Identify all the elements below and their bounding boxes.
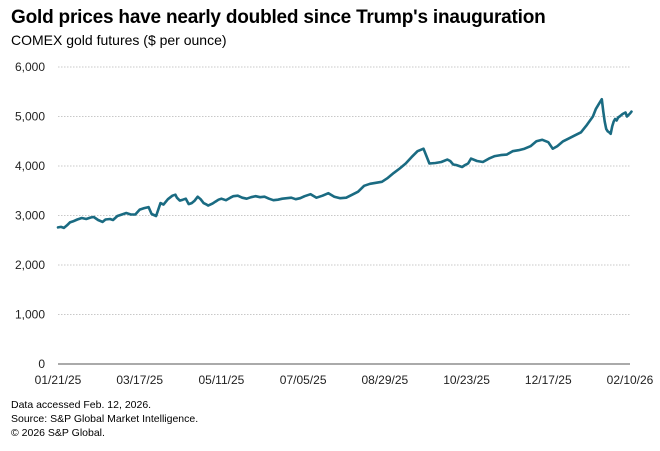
x-tick-label: 12/17/25 [525,373,572,387]
x-tick-label: 08/29/25 [361,373,408,387]
x-tick-label: 02/10/26 [607,373,654,387]
y-axis-ticks: 0 1,000 2,000 3,000 4,000 5,000 6,000 [15,60,45,371]
y-tick-label: 4,000 [15,159,45,173]
series-line-gold-futures [56,97,633,230]
y-tick-label: 5,000 [15,110,45,124]
x-tick-label: 05/11/25 [199,373,245,387]
footnote-data-accessed: Data accessed Feb. 12, 2026. [11,399,152,411]
gridlines [58,66,630,365]
y-tick-label: 1,000 [15,308,45,322]
chart-title: Gold prices have nearly doubled since Tr… [11,7,546,28]
x-axis-ticks: 01/21/25 03/17/25 05/11/25 07/05/25 08/29/25… [35,373,654,387]
footnote-copyright: © 2026 S&P Global. [11,427,105,439]
y-tick-label: 3,000 [15,209,45,223]
chart-subtitle: COMEX gold futures ($ per ounce) [11,32,227,48]
footnote-source: Source: S&P Global Market Intelligence. [11,413,199,425]
x-tick-label: 01/21/25 [35,373,82,387]
x-tick-label: 07/05/25 [280,373,327,387]
x-tick-label: 10/23/25 [443,373,490,387]
footnotes: Data accessed Feb. 12, 2026. Source: S&P… [11,398,198,440]
series-group [56,97,633,230]
x-tick-label: 03/17/25 [116,373,163,387]
y-tick-label: 0 [38,357,45,371]
y-tick-label: 6,000 [15,60,45,74]
y-tick-label: 2,000 [15,258,45,272]
